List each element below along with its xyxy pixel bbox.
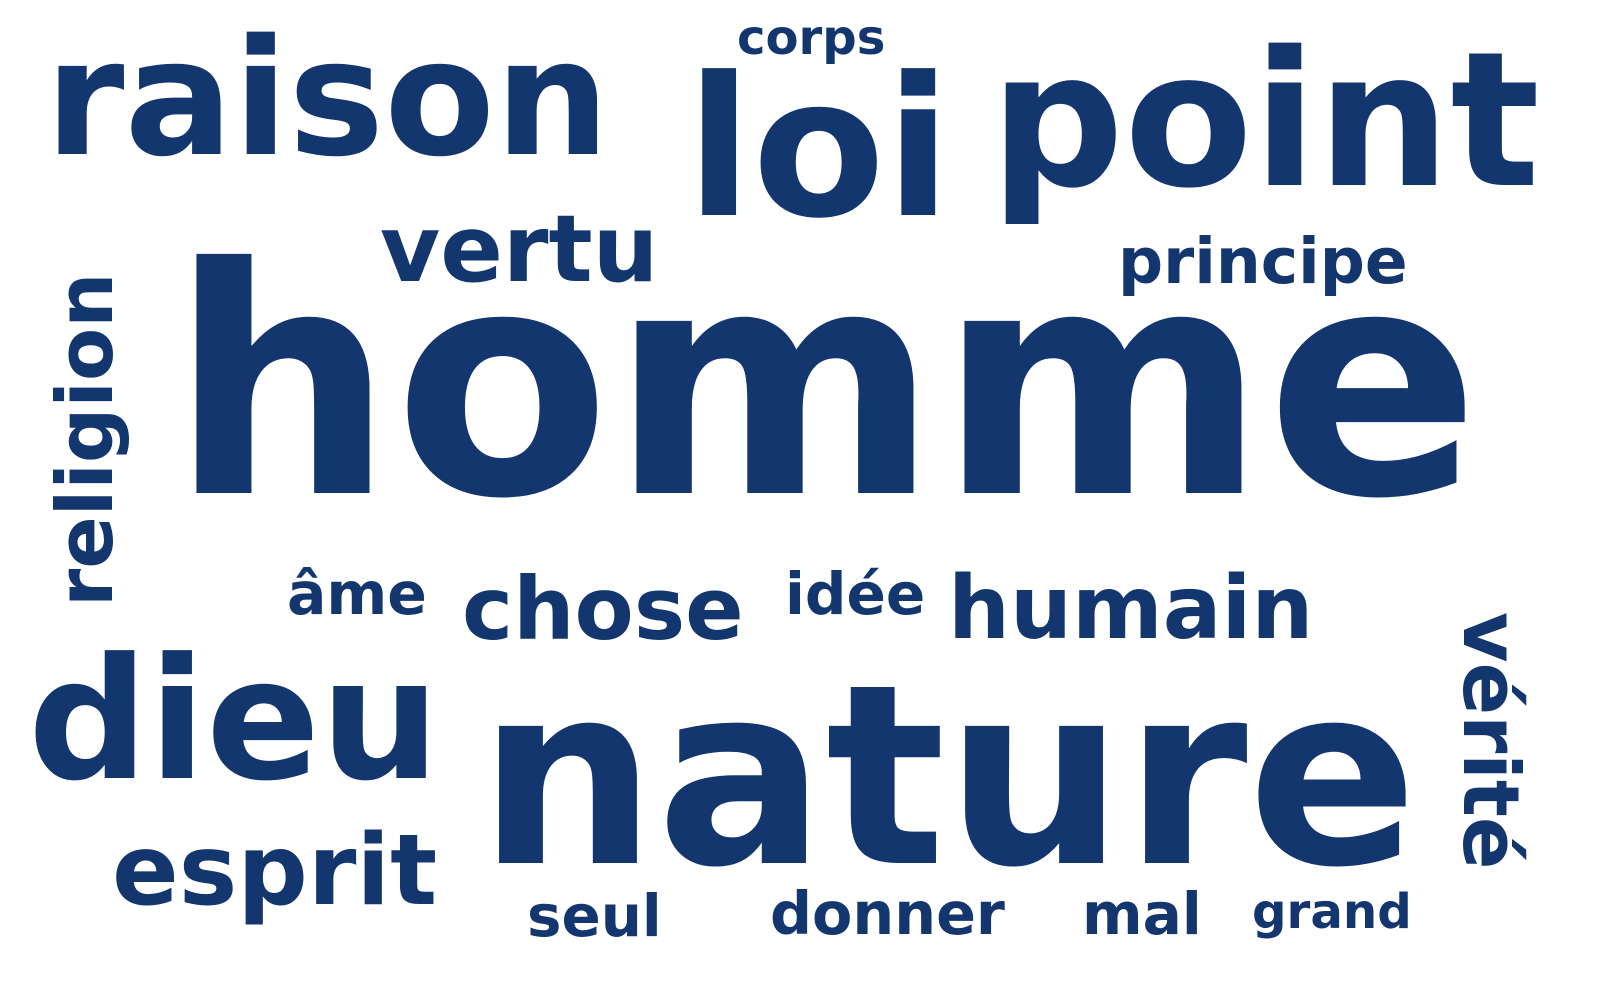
- word-esprit: esprit: [112, 814, 438, 928]
- word-donner: donner: [770, 879, 1005, 948]
- word-raison: raison: [45, 4, 610, 192]
- word-idee: idée: [785, 560, 926, 628]
- word-chose: chose: [462, 560, 744, 660]
- word-humain: humain: [948, 557, 1314, 659]
- word-nature: nature: [478, 631, 1418, 923]
- word-corps: corps: [737, 10, 886, 66]
- word-ame: âme: [287, 560, 427, 628]
- word-verite: vérité: [1445, 612, 1535, 870]
- word-religion: religion: [41, 272, 131, 607]
- word-dieu: dieu: [28, 622, 440, 818]
- word-seul: seul: [527, 882, 662, 950]
- word-point: point: [990, 12, 1540, 230]
- word-homme: homme: [170, 202, 1480, 568]
- word-mal: mal: [1082, 880, 1202, 948]
- word-loi: loi: [686, 36, 952, 261]
- word-grand: grand: [1252, 884, 1412, 940]
- word-vertu: vertu: [380, 195, 659, 303]
- word-principe: principe: [1118, 224, 1408, 298]
